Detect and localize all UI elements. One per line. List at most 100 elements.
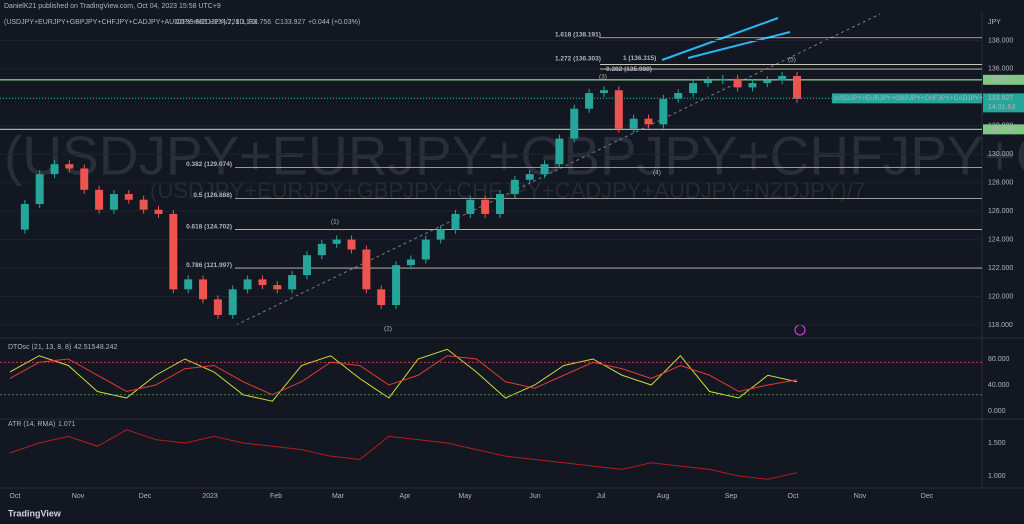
candle-body: [50, 164, 59, 175]
candle-body: [65, 164, 74, 169]
y-tick-label: 138.000: [988, 37, 1013, 44]
watermark: (USDJPY+EURJPY+GBPJPY+CHFJPY+CADJPY+AUDJ…: [4, 125, 1024, 187]
y-tick-label: 118.000: [988, 322, 1013, 329]
candle-body: [347, 239, 356, 250]
y-tick-label: 122.000: [988, 265, 1013, 272]
time-label: Sep: [725, 493, 738, 500]
indicator-title: DTOsc (21, 13, 8, 8): [8, 344, 71, 351]
indicator-value: 48.242: [96, 344, 118, 351]
candle-body: [154, 209, 163, 214]
ohlc: L133.756: [242, 19, 271, 26]
candle-body: [258, 279, 267, 286]
candle-body: [317, 243, 326, 256]
time-label: Oct: [788, 493, 799, 500]
candle-body: [733, 78, 742, 88]
time-label: Nov: [854, 493, 867, 500]
candle-body: [199, 279, 208, 300]
candle-body: [778, 76, 787, 81]
candle-body: [436, 229, 445, 240]
indicator-title: ATR (14, RMA): [8, 421, 55, 428]
y-tick-label: 120.000: [988, 293, 1013, 300]
y-tick-label: 136.000: [988, 66, 1013, 73]
candle-body: [689, 83, 698, 94]
y-tick-label: 1.500: [988, 440, 1006, 447]
candle-body: [302, 255, 311, 276]
channel-line: [687, 31, 791, 59]
price-tag: [983, 74, 1024, 85]
candle-body: [540, 164, 549, 175]
candle-body: [481, 199, 490, 214]
candle-body: [748, 83, 757, 88]
channel-line: [661, 17, 779, 61]
candle-body: [332, 239, 341, 244]
candle-body: [599, 90, 608, 94]
symbol-tag-label: (USDJPY+EURJPY+GBPJPY+CHFJPY+CADJPY+A...: [834, 95, 993, 102]
indicator-value: 42.515: [74, 344, 96, 351]
candle-body: [406, 259, 415, 266]
candle-body: [570, 108, 579, 139]
y-tick-label: 124.000: [988, 236, 1013, 243]
candle-body: [703, 80, 712, 84]
price-tag-label: 131.750: [988, 126, 1013, 133]
time-label: Dec: [139, 493, 152, 500]
candle-body: [614, 90, 623, 129]
candle-body: [228, 289, 237, 315]
fib-label: 1.272 (136.303): [555, 55, 601, 62]
fib-label: 0.382 (129.074): [186, 161, 232, 168]
fib-label: 1 (136.315): [623, 55, 656, 62]
candle-body: [124, 194, 133, 200]
candle-body: [659, 98, 668, 125]
fib-label: 1.618 (138.191): [555, 31, 601, 38]
candle-body: [392, 265, 401, 305]
fib-label: 0.5 (126.888): [193, 192, 232, 199]
last-price-tag: [983, 93, 1024, 113]
candle-body: [585, 93, 594, 109]
time-label: Nov: [72, 493, 85, 500]
candle-body: [20, 204, 29, 230]
candle-body: [288, 275, 297, 290]
time-label: Dec: [921, 493, 934, 500]
time-label: Jul: [597, 493, 606, 500]
wave-label: (3): [599, 74, 607, 81]
ohlc: +0.044 (+0.03%): [308, 19, 360, 26]
candle-body: [793, 76, 801, 99]
time-label: Feb: [270, 493, 282, 500]
wave-label: (4): [653, 170, 661, 177]
wave-label: (5): [788, 57, 796, 64]
candle-body: [169, 213, 178, 290]
ohlc: O133.883: [176, 19, 207, 26]
values-line: [9, 429, 798, 480]
ohlc: C133.927: [275, 19, 305, 26]
wave-label: (1): [331, 219, 339, 226]
y-tick-label: 126.000: [988, 208, 1013, 215]
y-tick-label: 40.000: [988, 382, 1010, 389]
candle-body: [451, 213, 460, 230]
time-label: Apr: [400, 493, 412, 500]
symbol: (USDJPY+EURJPY+GBPJPY+CHFJPY+CADJPY+AUDJ…: [4, 19, 258, 26]
candle-body: [525, 174, 534, 180]
trend-line: [235, 13, 881, 326]
time-label: Jun: [529, 493, 540, 500]
candle-body: [35, 174, 44, 205]
candle-body: [139, 199, 148, 210]
indicator-value: 1.071: [58, 421, 76, 428]
time-label: Oct: [10, 493, 21, 500]
fib-label: 0.618 (124.702): [186, 223, 232, 230]
footer-logo: TradingView: [8, 508, 62, 518]
last-price-label: 133.927: [988, 95, 1013, 102]
fib-label: 0.382 (135.988): [606, 66, 652, 73]
candle-body: [763, 80, 772, 84]
watermark: (USDJPY+EURJPY+GBPJPY+CHFJPY+CADJPY+AUDJ…: [150, 178, 865, 203]
time-label: 2023: [202, 493, 218, 500]
fib-label: 0.786 (121.997): [186, 262, 232, 269]
candle-body: [421, 239, 430, 260]
candle-body: [466, 199, 475, 214]
symbol-tag: [832, 93, 982, 104]
slow-line: [9, 355, 798, 396]
countdown: 14:01:53: [988, 104, 1015, 111]
candle-body: [510, 179, 519, 195]
candle-body: [109, 194, 118, 210]
time-label: Mar: [332, 493, 345, 500]
candle-body: [629, 118, 638, 129]
